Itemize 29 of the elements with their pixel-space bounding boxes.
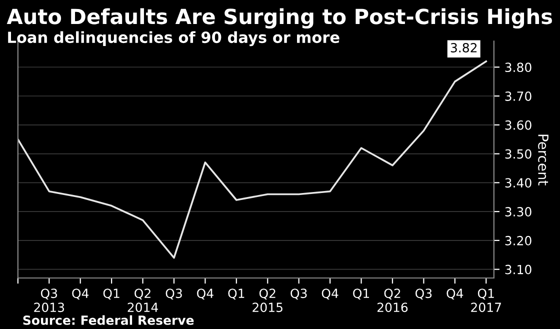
x-tick-label: Q4 [322, 288, 338, 300]
y-tick-label: 3.10 [505, 264, 532, 274]
y-tick-label: 3.30 [505, 207, 532, 216]
x-tick-label: Q4 [72, 288, 89, 300]
line-series [18, 60, 488, 259]
x-tick-label: Q1 [353, 288, 370, 300]
y-tick-label: 3.80 [505, 62, 532, 72]
chart-title: Auto Defaults Are Surging to Post-Crisis Highs [6, 8, 552, 29]
x-tick-label: Q3 [290, 288, 307, 300]
x-tick-label: Q1 [228, 288, 244, 300]
x-tick-label: Q1 2017 [471, 288, 501, 312]
x-tick-label: Q4 [446, 288, 464, 300]
x-tick-label: Q4 [197, 288, 214, 300]
y-tick-label: 3.20 [505, 236, 532, 246]
x-tick-label: Q3 [415, 288, 432, 300]
x-tick-label: Q2 2016 [377, 288, 408, 312]
x-tick-label: Q2 2015 [252, 288, 282, 312]
source-note: Source: Federal Reserve [23, 315, 194, 325]
y-tick-label: 3.40 [505, 178, 532, 188]
x-tick-label: Q3 2013 [34, 288, 64, 312]
chart-subtitle: Loan delinquencies of 90 days or more [8, 31, 340, 46]
x-tick-label: Q2 2014 [128, 288, 158, 312]
y-tick-label: 3.50 [505, 149, 532, 159]
x-tick-label: Q1 [103, 288, 120, 300]
x-tick-label: Q3 [166, 288, 182, 300]
data-label: 3.82 [450, 43, 477, 52]
y-axis-title: Percent [538, 134, 548, 186]
y-tick-label: 3.60 [505, 120, 532, 130]
y-tick-label: 3.70 [505, 91, 532, 101]
